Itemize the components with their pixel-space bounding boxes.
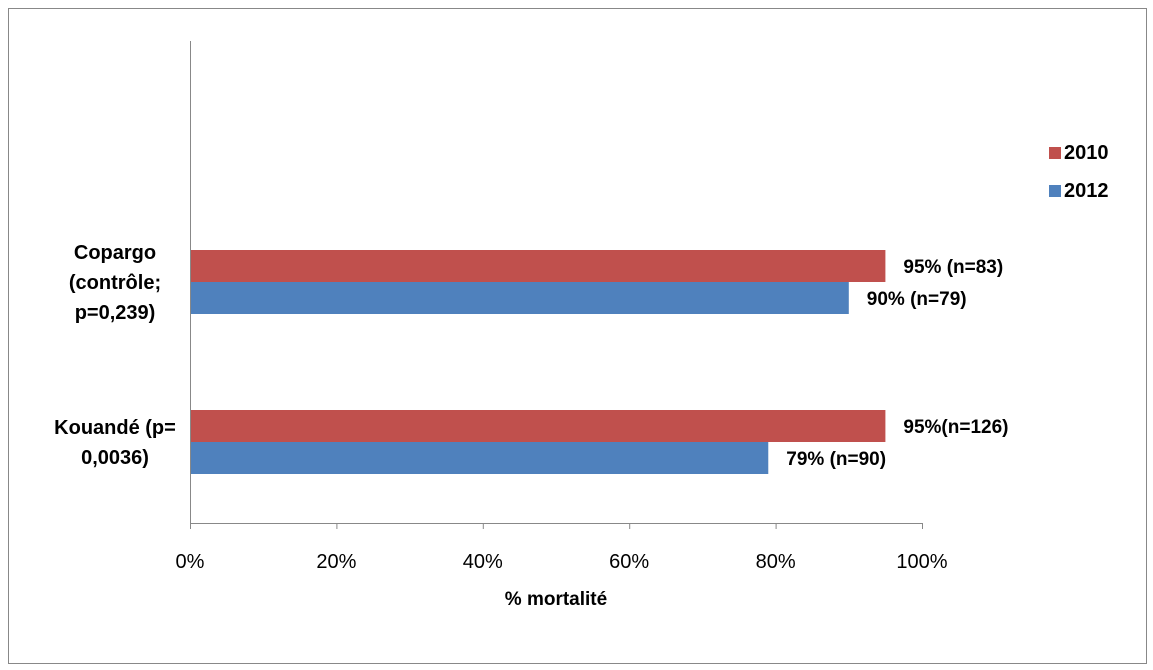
bar-2012 xyxy=(191,442,769,474)
legend-swatch-2012 xyxy=(1049,185,1061,197)
category-label: Copargo xyxy=(74,242,156,264)
category-label: 0,0036) xyxy=(81,447,149,469)
bar-2010 xyxy=(191,250,886,282)
x-tick-label: 20% xyxy=(316,551,356,573)
x-tick-label: 60% xyxy=(609,551,649,573)
x-tick-label: 80% xyxy=(756,551,796,573)
legend-swatch-2010 xyxy=(1049,147,1061,159)
category-label: Kouandé (p= xyxy=(54,417,176,439)
bar-2010 xyxy=(191,410,886,442)
chart-frame: 0% 20% 40% 60% 80% 100% 95% (n=83) 90% (n=79) Co… xyxy=(8,8,1147,664)
x-axis-title: % mortalité xyxy=(505,589,607,610)
bar-2012 xyxy=(191,282,849,314)
data-label: 95%(n=126) xyxy=(903,417,1008,438)
x-tick-label: 100% xyxy=(896,551,947,573)
data-label: 95% (n=83) xyxy=(903,257,1003,278)
data-label: 79% (n=90) xyxy=(786,449,886,470)
x-tick-label: 40% xyxy=(463,551,503,573)
bar-chart: 0% 20% 40% 60% 80% 100% 95% (n=83) 90% (n=79) Co… xyxy=(54,41,1109,610)
legend-label-2010: 2010 xyxy=(1064,142,1109,164)
x-tick-label: 0% xyxy=(176,551,205,573)
category-label: p=0,239) xyxy=(75,302,156,324)
category-label: (contrôle; xyxy=(69,272,161,294)
data-label: 90% (n=79) xyxy=(867,289,967,310)
legend-label-2012: 2012 xyxy=(1064,180,1109,202)
